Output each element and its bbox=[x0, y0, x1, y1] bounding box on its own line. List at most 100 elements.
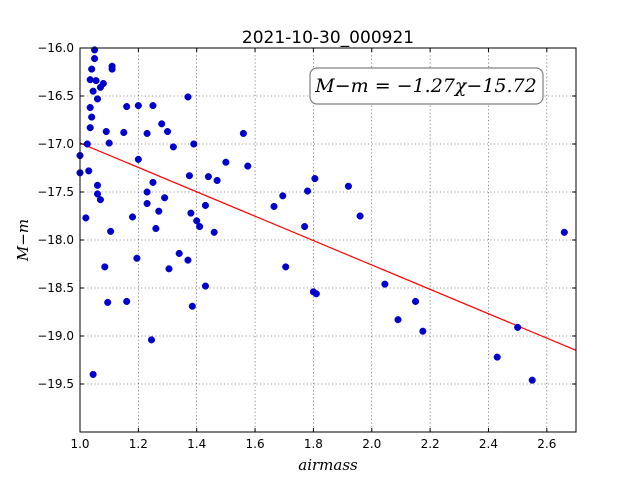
data-point bbox=[222, 158, 230, 166]
data-point bbox=[163, 127, 172, 136]
y-tick-labels: −16.0 −16.5 −17.0 −17.5 −18.0 −18.5 −19.0 −19.5 bbox=[37, 41, 74, 391]
data-point bbox=[184, 93, 192, 101]
data-point bbox=[165, 265, 173, 273]
data-point bbox=[133, 254, 141, 262]
x-tick-label: 2.4 bbox=[479, 437, 498, 451]
data-point bbox=[204, 173, 212, 181]
fit-line-group bbox=[79, 142, 577, 351]
fit-equation-annotation: M−m = −1.27χ−15.72 bbox=[309, 67, 544, 105]
y-tick-label: −16.0 bbox=[37, 41, 74, 55]
data-point bbox=[196, 223, 204, 231]
data-point bbox=[88, 65, 96, 73]
data-point bbox=[96, 83, 104, 91]
data-point bbox=[419, 327, 427, 335]
y-tick-label: −16.5 bbox=[37, 89, 74, 103]
fit-line bbox=[79, 142, 577, 351]
data-point bbox=[86, 124, 94, 132]
x-axis-label: airmass bbox=[298, 456, 358, 474]
data-point bbox=[89, 370, 97, 378]
data-point bbox=[134, 102, 142, 110]
x-tick-label: 2.0 bbox=[362, 437, 381, 451]
chart-title: 2021-10-30_000921 bbox=[242, 28, 414, 48]
y-tick-label: −18.5 bbox=[37, 281, 74, 295]
data-point bbox=[270, 202, 278, 210]
plot-area bbox=[80, 48, 576, 432]
y-tick-label: −18.0 bbox=[37, 233, 74, 247]
data-point bbox=[134, 155, 142, 163]
y-tick-label: −17.5 bbox=[37, 185, 74, 199]
data-point bbox=[356, 212, 364, 220]
data-point bbox=[86, 103, 94, 112]
data-point bbox=[83, 140, 91, 148]
fit-equation: M−m = −1.27χ−15.72 bbox=[314, 75, 536, 97]
x-tick-labels: 1.0 1.2 1.4 1.6 1.8 2.0 2.2 2.4 2.6 bbox=[70, 437, 556, 451]
y-tick-label: −19.5 bbox=[37, 377, 74, 391]
data-point bbox=[158, 120, 166, 128]
data-point bbox=[155, 207, 163, 215]
data-point bbox=[93, 95, 102, 103]
x-tick-label: 1.6 bbox=[246, 437, 265, 451]
data-point bbox=[312, 290, 320, 298]
data-point bbox=[101, 263, 109, 271]
data-point bbox=[123, 297, 131, 305]
data-point bbox=[175, 249, 183, 257]
annotation-box bbox=[309, 67, 544, 105]
data-point bbox=[108, 65, 116, 73]
data-point bbox=[185, 172, 193, 180]
data-point bbox=[128, 213, 137, 221]
data-point bbox=[143, 199, 151, 208]
data-point bbox=[102, 127, 110, 136]
data-point bbox=[301, 223, 309, 231]
data-point bbox=[411, 297, 420, 305]
data-point bbox=[82, 214, 90, 222]
axis-ticks bbox=[79, 47, 576, 432]
data-point bbox=[149, 178, 157, 186]
y-tick-label: −17.0 bbox=[37, 137, 74, 151]
x-tick-label: 1.2 bbox=[129, 437, 148, 451]
data-point bbox=[282, 263, 290, 271]
data-point bbox=[193, 217, 201, 225]
data-point bbox=[190, 140, 198, 148]
data-point bbox=[528, 376, 536, 384]
x-tick-label: 2.2 bbox=[421, 437, 440, 451]
data-point bbox=[120, 128, 128, 137]
data-point bbox=[86, 76, 94, 84]
data-point bbox=[93, 190, 102, 198]
data-point bbox=[210, 228, 218, 236]
x-tick-label: 1.8 bbox=[304, 437, 323, 451]
data-point bbox=[213, 176, 221, 185]
data-point bbox=[92, 77, 100, 85]
x-tick-label: 1.4 bbox=[187, 437, 206, 451]
data-point bbox=[279, 192, 287, 200]
data-point bbox=[107, 227, 115, 235]
data-point bbox=[201, 201, 210, 209]
data-point bbox=[152, 224, 160, 233]
data-point bbox=[381, 280, 389, 288]
data-point bbox=[89, 87, 97, 95]
data-point bbox=[105, 139, 113, 147]
data-point bbox=[514, 323, 522, 331]
data-point bbox=[96, 196, 104, 204]
data-point bbox=[143, 188, 151, 196]
data-point bbox=[85, 167, 93, 175]
data-point bbox=[184, 256, 192, 264]
y-axis-label: M−m bbox=[14, 219, 32, 262]
y-tick-label: −19.0 bbox=[37, 329, 74, 343]
data-point bbox=[201, 282, 210, 290]
x-tick-label: 2.6 bbox=[537, 437, 556, 451]
data-point bbox=[394, 316, 402, 324]
data-point bbox=[244, 162, 252, 170]
data-point bbox=[147, 336, 156, 344]
data-point bbox=[188, 302, 196, 310]
data-point bbox=[560, 228, 568, 236]
data-point bbox=[344, 182, 352, 190]
data-point bbox=[239, 129, 247, 137]
data-point bbox=[311, 175, 319, 183]
data-point bbox=[304, 187, 312, 195]
data-point bbox=[143, 129, 151, 137]
data-point bbox=[149, 102, 157, 110]
data-points bbox=[76, 46, 568, 384]
x-tick-label: 1.0 bbox=[70, 437, 89, 451]
data-point bbox=[91, 55, 99, 63]
